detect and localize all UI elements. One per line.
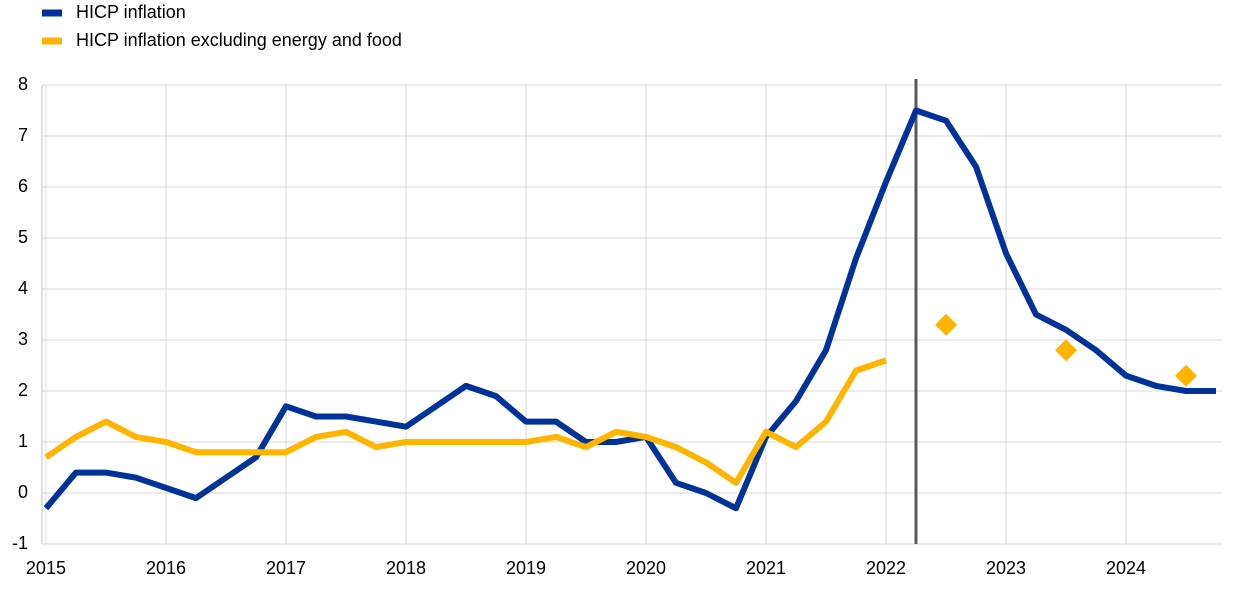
y-tick-label: 7 [18, 125, 28, 145]
x-tick-label: 2024 [1106, 558, 1146, 578]
x-tick-label: 2022 [866, 558, 906, 578]
y-tick-label: 6 [18, 176, 28, 196]
projection-marker [1174, 364, 1197, 387]
x-tick-label: 2021 [746, 558, 786, 578]
data-line [43, 107, 1216, 512]
x-tick-label: 2015 [26, 558, 66, 578]
projection-marker [1054, 339, 1077, 362]
legend-label: HICP inflation [76, 2, 186, 22]
x-tick-label: 2016 [146, 558, 186, 578]
y-tick-label: 0 [18, 482, 28, 502]
x-tick-label: 2019 [506, 558, 546, 578]
y-tick-label: 1 [18, 431, 28, 451]
y-tick-label: -1 [12, 533, 28, 553]
y-tick-label: 3 [18, 329, 28, 349]
data-line [44, 357, 887, 486]
x-tick-label: 2018 [386, 558, 426, 578]
y-tick-label: 8 [18, 74, 28, 94]
legend-label: HICP inflation excluding energy and food [76, 30, 402, 50]
legend-swatch [42, 9, 62, 17]
legend-swatch [42, 37, 62, 45]
y-tick-label: 4 [18, 278, 28, 298]
x-tick-label: 2020 [626, 558, 666, 578]
x-tick-label: 2023 [986, 558, 1026, 578]
x-tick-label: 2017 [266, 558, 306, 578]
y-tick-label: 5 [18, 227, 28, 247]
y-tick-label: 2 [18, 380, 28, 400]
projection-marker [934, 313, 957, 336]
